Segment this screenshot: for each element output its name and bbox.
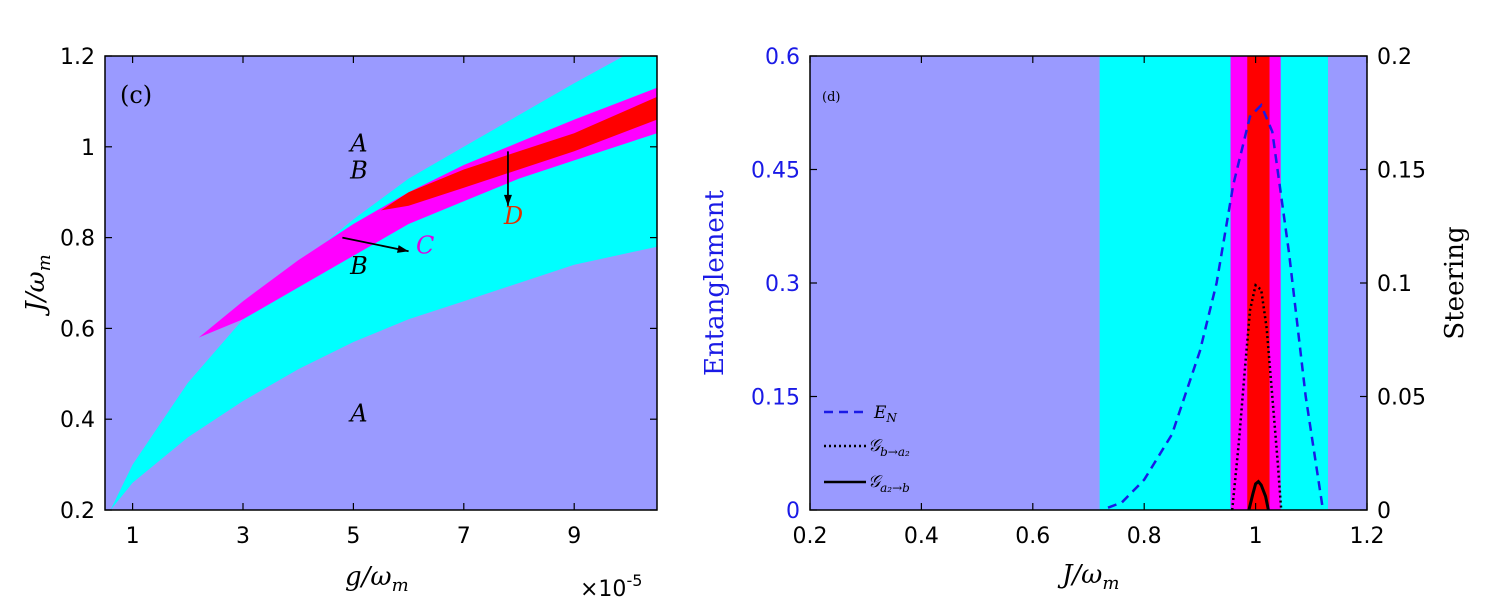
panel-d-bands (810, 56, 1367, 510)
d-xtick-label: 0.8 (1127, 524, 1162, 549)
d-right-ytick-label: 0.1 (1377, 272, 1412, 297)
d-left-ytick-label: 0.45 (751, 159, 800, 184)
legend-g-b-a2-label: 𝒢b→a₂ (868, 436, 910, 459)
c-xtick-label: 1 (126, 524, 140, 549)
legend-g-a2-b-label: 𝒢a₂→b (868, 472, 910, 495)
region-annotation-b: B (349, 157, 368, 185)
legend-en-label: EN (873, 403, 897, 425)
panel-d-series (1107, 102, 1324, 510)
d-xtick-label: 1.2 (1350, 524, 1385, 549)
region-annotation-c: C (416, 231, 434, 259)
region-annotation-b: B (349, 252, 368, 280)
panel-c-x-multiplier: ×10-5 (580, 571, 642, 601)
c-xtick-label: 9 (567, 524, 581, 549)
panel-c-frame (104, 55, 658, 511)
d-left-ytick-label: 0 (786, 499, 800, 524)
series-line-2 (1247, 479, 1270, 510)
c-ytick-label: 0.6 (60, 317, 95, 342)
d-xtick-label: 0.2 (793, 524, 828, 549)
panel-d-left-axis-label: Entanglement (700, 189, 730, 376)
c-ytick-label: 0.4 (60, 408, 95, 433)
panel-d-label: (d) (822, 90, 840, 105)
panel-d-left-y-ticks: 0 0.15 0.3 0.45 0.6 (751, 45, 817, 524)
region-annotation-a: A (348, 399, 367, 427)
panel-c-x-ticks: 1 3 5 7 9 (126, 56, 581, 549)
series-line-0 (1107, 102, 1324, 509)
panel-c-y-axis-label: J/ωm (21, 254, 55, 316)
panel-d-right-y-ticks: 0 0.05 0.1 0.15 0.2 (1360, 45, 1426, 524)
d-left-ytick-label: 0.3 (765, 272, 800, 297)
d-xtick-label: 1 (1249, 524, 1263, 549)
panel-c-arrows (342, 151, 512, 253)
c-xtick-label: 5 (346, 524, 360, 549)
panel-d-x-ticks: 0.2 0.4 0.6 0.8 1 1.2 (793, 56, 1385, 549)
c-ytick-label: 1.2 (60, 45, 95, 70)
panel-d-legend: EN 𝒢b→a₂ 𝒢a₂→b (824, 403, 910, 495)
panel-d-right-axis-label: Steering (1440, 226, 1470, 339)
d-right-ytick-label: 0.05 (1377, 386, 1426, 411)
d-left-ytick-label: 0.6 (765, 45, 800, 70)
c-ytick-label: 0.2 (60, 499, 95, 524)
annotation-arrow-shaft (342, 236, 409, 253)
band-region-d (1247, 56, 1270, 510)
panel-d-lineplot: 0.2 0.4 0.6 0.8 1 1.2 00.150.30.450.6 00.050.… (700, 45, 1470, 594)
annotation-arrow-head (397, 245, 409, 253)
d-xtick-label: 0.4 (904, 524, 939, 549)
panel-c-x-axis-label: g/ωm (345, 562, 409, 596)
d-right-ytick-label: 0.2 (1377, 45, 1412, 70)
band-region-b (1099, 56, 1329, 510)
c-ytick-label: 0.8 (60, 227, 95, 252)
panel-d-x-axis-label: J/ωm (1057, 560, 1119, 594)
d-right-ytick-label: 0.15 (1377, 159, 1426, 184)
d-right-ytick-label: 0 (1377, 499, 1391, 524)
annotation-arrow-head (503, 194, 512, 206)
c-xtick-label: 7 (457, 524, 471, 549)
d-xtick-label: 0.6 (1015, 524, 1050, 549)
panel-c-y-ticks: 0.2 0.4 0.6 0.8 1 1.2 (60, 45, 657, 524)
panel-c-label: (c) (120, 81, 152, 109)
region-annotation-d: D (503, 202, 523, 230)
region-d-band (381, 96, 657, 211)
c-xtick-label: 3 (236, 524, 250, 549)
region-annotation-a: A (348, 129, 367, 157)
d-left-ytick-label: 0.15 (751, 386, 800, 411)
c-ytick-label: 1 (81, 136, 95, 161)
